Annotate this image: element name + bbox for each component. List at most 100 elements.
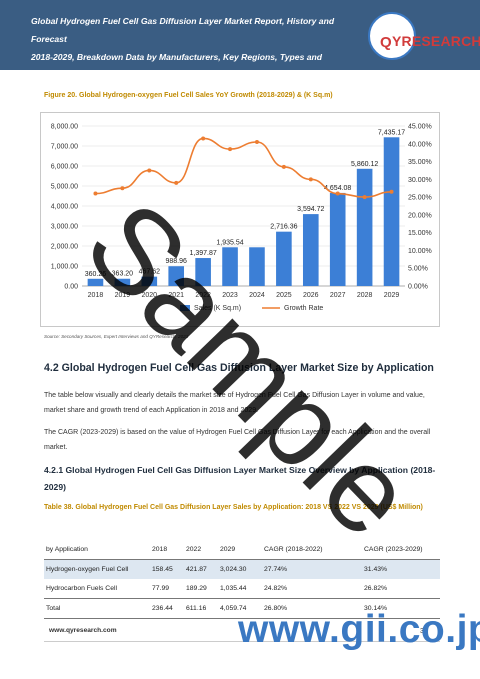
- x-tick-label: 2022: [195, 292, 211, 299]
- table-cell: 24.82%: [264, 585, 288, 592]
- section-paragraph-2: The CAGR (2023-2029) is based on the val…: [44, 429, 431, 451]
- x-tick-label: 2024: [249, 292, 265, 299]
- table-cell: 421.87: [184, 559, 218, 579]
- sales-bar: [329, 192, 346, 286]
- table-header-row: by Application 2018 2022 2029 CAGR (2018…: [44, 540, 440, 560]
- logo-text: YRESEARCH: [392, 33, 480, 49]
- sales-bar: [195, 258, 211, 286]
- table-header: by Application: [44, 540, 150, 560]
- y-left-tick-label: 1,000.00: [51, 264, 78, 271]
- legend-sales-swatch: [180, 305, 190, 311]
- table-header: 2018: [150, 540, 184, 560]
- section-paragraph-1: The table below visually and clearly det…: [44, 392, 425, 414]
- legend-growth-label: Growth Rate: [284, 305, 323, 312]
- y-right-tick-label: 5.00%: [408, 266, 428, 273]
- y-left-tick-label: 6,000.00: [51, 164, 78, 171]
- table-cell: Hydrocarbon Fuels Cell: [46, 585, 118, 592]
- table-cell: 26.80%: [262, 598, 362, 619]
- bar-value-label: 467.62: [139, 269, 161, 276]
- sales-bar: [302, 214, 319, 286]
- table-cell: 31.43%: [362, 559, 440, 579]
- x-tick-label: 2027: [330, 292, 346, 299]
- x-tick-label: 2019: [115, 292, 131, 299]
- y-left-tick-label: 4,000.00: [51, 204, 78, 211]
- table-cell: 158.45: [150, 559, 184, 579]
- table-cell: 27.74%: [262, 559, 362, 579]
- table-cell: 189.29: [186, 585, 207, 592]
- x-tick-label: 2026: [303, 292, 319, 299]
- table-cell: Hydrogen-oxygen Fuel Cell: [44, 559, 150, 579]
- sales-bar: [383, 137, 400, 286]
- report-title-line2: 2018-2029, Breakdown Data by Manufacture…: [31, 52, 323, 80]
- y-left-tick-label: 7,000.00: [51, 144, 78, 151]
- bar-value-label: 1,397.87: [190, 250, 217, 257]
- growth-rate-point: [389, 189, 394, 194]
- sales-bar: [87, 278, 104, 286]
- sales-bar: [249, 247, 265, 286]
- sales-bar: [168, 266, 185, 286]
- report-title-line1: Global Hydrogen Fuel Cell Gas Diffusion …: [31, 16, 335, 44]
- page-number: 34: [420, 628, 428, 635]
- table-cell: 77.99: [152, 585, 170, 592]
- figure-source: Source: Secondary Sources, Expert Interv…: [44, 334, 189, 339]
- bar-value-label: 360.26: [85, 271, 107, 278]
- y-left-tick-label: 0.00: [64, 284, 78, 291]
- growth-rate-line: [95, 137, 392, 198]
- y-right-tick-label: 20.00%: [408, 212, 432, 219]
- table-cell: 26.82%: [364, 585, 388, 592]
- y-right-tick-label: 25.00%: [408, 195, 432, 202]
- table-header: 2022: [184, 540, 218, 560]
- sales-bar: [141, 276, 158, 286]
- growth-rate-point: [228, 147, 233, 152]
- growth-rate-point: [335, 191, 340, 196]
- subsection-heading: 4.2.1 Global Hydrogen Fuel Cell Gas Diff…: [44, 465, 436, 492]
- y-left-tick-label: 8,000.00: [51, 124, 78, 131]
- bar-value-label: 1,935.54: [216, 239, 243, 246]
- table-header: CAGR (2018-2022): [262, 540, 362, 560]
- y-right-tick-label: 30.00%: [408, 177, 432, 184]
- growth-rate-point: [93, 191, 98, 196]
- table-row: Hydrocarbon Fuels Cell 77.99 189.29 1,03…: [44, 579, 440, 599]
- table-caption: Table 38. Global Hydrogen Fuel Cell Gas …: [44, 504, 423, 511]
- report-title: Global Hydrogen Fuel Cell Gas Diffusion …: [31, 12, 351, 84]
- footer-url: www.qyresearch.com: [49, 627, 117, 634]
- sales-bar: [276, 231, 292, 286]
- growth-rate-point: [120, 186, 125, 191]
- table-total-row: Total 236.44 611.16 4,059.74 26.80% 30.1…: [44, 598, 440, 619]
- growth-rate-point: [281, 164, 286, 169]
- sales-bar: [356, 168, 373, 286]
- y-left-tick-label: 3,000.00: [51, 224, 78, 231]
- sales-bar: [114, 278, 131, 286]
- y-right-tick-label: 0.00%: [408, 284, 428, 291]
- growth-rate-point: [308, 177, 313, 182]
- x-tick-label: 2023: [222, 292, 238, 299]
- growth-rate-point: [201, 136, 206, 141]
- growth-rate-point: [147, 168, 152, 173]
- bar-value-label: 2,716.36: [270, 224, 297, 231]
- table-cell: 3,024.30: [218, 559, 262, 579]
- table-header: CAGR (2023-2029): [362, 540, 440, 560]
- bar-value-label: 4,654.08: [324, 185, 351, 192]
- y-right-tick-label: 40.00%: [408, 141, 432, 148]
- site-watermark: www.gii.co.jp: [238, 608, 480, 651]
- section-heading: 4.2 Global Hydrogen Fuel Cell Gas Diffus…: [44, 362, 434, 374]
- y-right-tick-label: 10.00%: [408, 248, 432, 255]
- bar-value-label: 3,594.72: [297, 206, 324, 213]
- legend-sales-label: Sales (K Sq.m): [194, 305, 241, 312]
- growth-rate-point: [254, 140, 259, 144]
- table-cell: 4,059.74: [218, 598, 262, 619]
- growth-rate-point: [174, 180, 179, 185]
- application-sales-table: by Application 2018 2022 2029 CAGR (2018…: [44, 540, 440, 619]
- chart-frame: [40, 112, 440, 327]
- x-tick-label: 2028: [357, 292, 373, 299]
- x-tick-label: 2021: [168, 292, 184, 299]
- y-left-tick-label: 2,000.00: [51, 244, 78, 251]
- sales-growth-chart: 0.00 1,000.00 2,000.00 3,000.00 4,000.00 5,00…: [40, 112, 440, 327]
- report-header: Global Hydrogen Fuel Cell Gas Diffusion …: [0, 0, 480, 80]
- table-cell: 611.16: [184, 598, 218, 619]
- table-cell: 1,035.44: [220, 585, 247, 592]
- table-cell: 236.44: [150, 598, 184, 619]
- table-header: 2029: [218, 540, 262, 560]
- table-row: Hydrogen-oxygen Fuel Cell 158.45 421.87 …: [44, 559, 440, 579]
- x-tick-label: 2018: [88, 292, 104, 299]
